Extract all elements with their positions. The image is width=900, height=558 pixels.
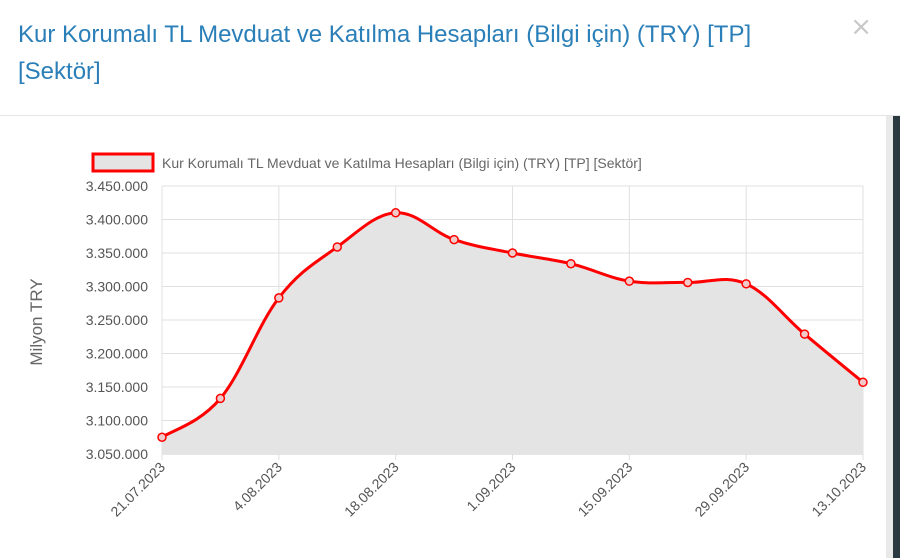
data-point[interactable]: [274, 293, 284, 303]
data-point[interactable]: [624, 276, 635, 286]
x-tick-label: 4.08.2023: [230, 459, 286, 515]
y-tick-label: 3.250.000: [86, 312, 148, 328]
y-tick-label: 3.300.000: [86, 279, 148, 295]
y-tick-label: 3.450.000: [86, 178, 148, 194]
series-area: [162, 212, 863, 454]
scrollbar-gutter: [886, 116, 893, 558]
y-tick-label: 3.100.000: [86, 413, 148, 429]
data-point[interactable]: [683, 277, 693, 288]
x-tick-label: 18.08.2023: [341, 459, 402, 520]
modal-title: Kur Korumalı TL Mevduat ve Katılma Hesap…: [18, 21, 752, 85]
y-tick-label: 3.050.000: [86, 446, 148, 462]
background-edge: [893, 116, 900, 558]
chart: 3.050.000 3.100.000 3.150.000 3.200.000 3.25…: [27, 152, 869, 520]
x-tick-label: 21.07.2023: [107, 459, 168, 520]
legend-label[interactable]: Kur Korumalı TL Mevduat ve Katılma Hesap…: [162, 155, 642, 171]
y-axis-label: Milyon TRY: [27, 278, 46, 365]
legend-swatch[interactable]: [91, 152, 155, 173]
data-point[interactable]: [507, 248, 518, 258]
data-point[interactable]: [157, 432, 167, 442]
data-point[interactable]: [332, 242, 342, 252]
data-point[interactable]: [390, 208, 401, 218]
x-tick-label: 29.09.2023: [691, 459, 752, 520]
modal-header: Kur Korumalı TL Mevduat ve Katılma Hesap…: [0, 0, 900, 116]
y-tick-label: 3.350.000: [86, 245, 148, 261]
y-tick-label: 3.400.000: [86, 212, 148, 228]
x-tick-label: 13.10.2023: [808, 459, 869, 520]
data-point[interactable]: [449, 234, 459, 245]
x-tick-label: 1.09.2023: [463, 459, 519, 515]
x-tick-label: 15.09.2023: [575, 459, 636, 520]
data-point[interactable]: [566, 258, 576, 269]
y-tick-label: 3.150.000: [86, 379, 148, 395]
y-tick-label: 3.200.000: [86, 346, 148, 362]
data-point[interactable]: [858, 377, 868, 388]
data-point[interactable]: [741, 279, 751, 289]
data-point[interactable]: [799, 329, 810, 339]
data-point[interactable]: [215, 393, 226, 404]
close-icon[interactable]: ×: [850, 12, 872, 42]
